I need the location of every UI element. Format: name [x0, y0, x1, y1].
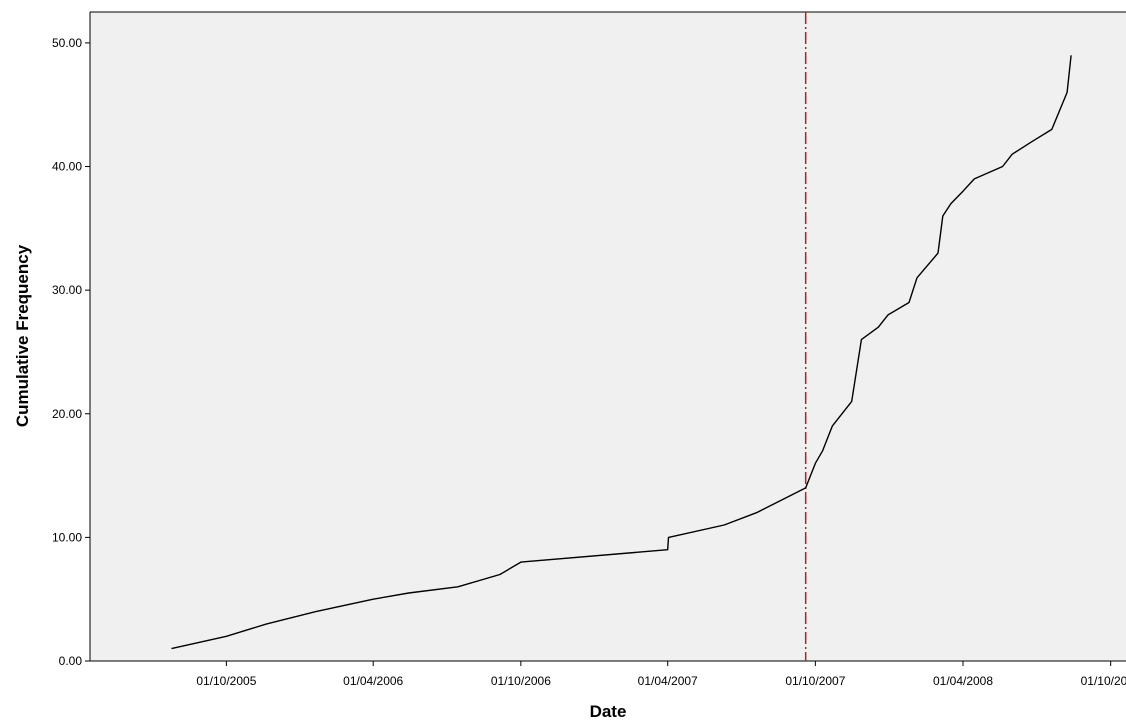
y-tick-label: 20.00 — [52, 407, 82, 421]
series-group — [171, 55, 1072, 650]
x-tick-label: 01/10/2007 — [785, 674, 845, 688]
x-tick-label: 01/04/2007 — [638, 674, 698, 688]
series-line — [171, 55, 1072, 650]
x-tick-label: 01/04/2006 — [343, 674, 403, 688]
plot-area — [90, 12, 1126, 661]
y-tick-label: 40.00 — [52, 160, 82, 174]
x-tick-label: 01/10/2005 — [196, 674, 256, 688]
y-tick-label: 10.00 — [52, 530, 82, 544]
y-tick-label: 0.00 — [59, 654, 83, 668]
x-tick-label: 01/04/2008 — [933, 674, 993, 688]
x-tick-label: 01/10/2008 — [1081, 674, 1126, 688]
x-axis-ticks: 01/10/2005 01/04/2006 01/10/2006 01/04/2007… — [196, 661, 1126, 688]
y-axis-title: Cumulative Frequency — [13, 244, 32, 427]
x-tick-label: 01/10/2006 — [491, 674, 551, 688]
y-axis-ticks: 0.00 10.00 20.00 30.00 40.00 50.00 — [52, 36, 90, 668]
x-axis-title: Date — [590, 702, 627, 721]
y-tick-label: 30.00 — [52, 283, 82, 297]
y-tick-label: 50.00 — [52, 36, 82, 50]
